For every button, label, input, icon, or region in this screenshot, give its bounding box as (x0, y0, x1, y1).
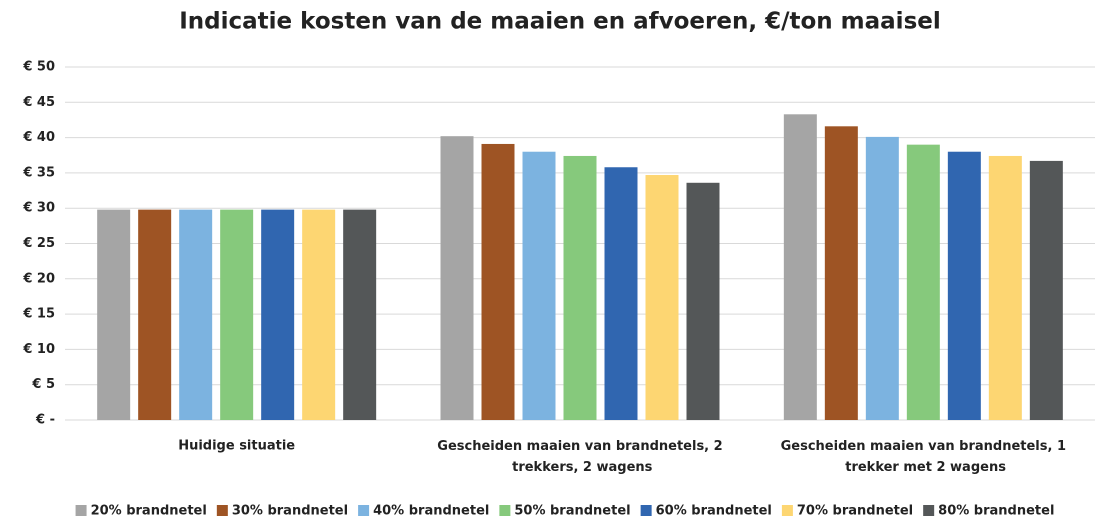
bar (481, 143, 515, 421)
legend-swatch (358, 505, 370, 516)
legend-label: 60% brandnetel (656, 504, 772, 519)
legend-label: 80% brandnetel (938, 504, 1054, 519)
legend-swatch (781, 505, 793, 516)
bar (906, 144, 940, 420)
y-tick-label: € 20 (22, 271, 55, 286)
bar (783, 114, 817, 420)
bar (988, 155, 1022, 420)
y-tick-label: € - (35, 413, 55, 428)
chart-title: Indicatie kosten van de maaien en afvoer… (179, 9, 941, 35)
bar (1029, 160, 1063, 420)
y-tick-label: € 50 (22, 60, 55, 75)
legend-swatch (640, 505, 652, 516)
bar (604, 167, 638, 420)
bar (440, 136, 474, 421)
bar (302, 209, 336, 420)
bar (522, 151, 556, 420)
y-tick-label: € 10 (22, 342, 55, 357)
legend-swatch (75, 505, 87, 516)
y-tick-label: € 25 (22, 236, 55, 251)
legend-label: 50% brandnetel (514, 504, 630, 519)
x-tick-label: Gescheiden maaien van brandnetels, 2 tre… (437, 439, 722, 475)
legend-label: 40% brandnetel (373, 504, 489, 519)
y-tick-label: € 40 (22, 130, 55, 145)
bar (179, 209, 213, 420)
y-tick-label: € 45 (22, 95, 55, 110)
bar (686, 182, 720, 420)
bar (138, 209, 172, 420)
bar (563, 155, 597, 420)
bar (824, 126, 858, 420)
legend-label: 20% brandnetel (91, 504, 207, 519)
y-tick-label: € 15 (22, 307, 55, 322)
legend-label: 30% brandnetel (232, 504, 348, 519)
x-tick-label: Gescheiden maaien van brandnetels, 1 tre… (781, 439, 1066, 475)
legend-swatch (216, 505, 228, 516)
bar (220, 209, 254, 420)
x-tick-label: Huidige situatie (178, 439, 295, 454)
y-tick-label: € 5 (31, 377, 55, 392)
bar (645, 175, 679, 420)
bar (947, 151, 981, 420)
bar (261, 209, 295, 420)
y-tick-label: € 30 (22, 201, 55, 216)
bar (343, 209, 377, 420)
bar (865, 136, 899, 421)
legend-swatch (499, 505, 511, 516)
bar (97, 209, 131, 420)
y-tick-label: € 35 (22, 165, 55, 180)
legend-label: 70% brandnetel (797, 504, 913, 519)
legend-swatch (923, 505, 935, 516)
